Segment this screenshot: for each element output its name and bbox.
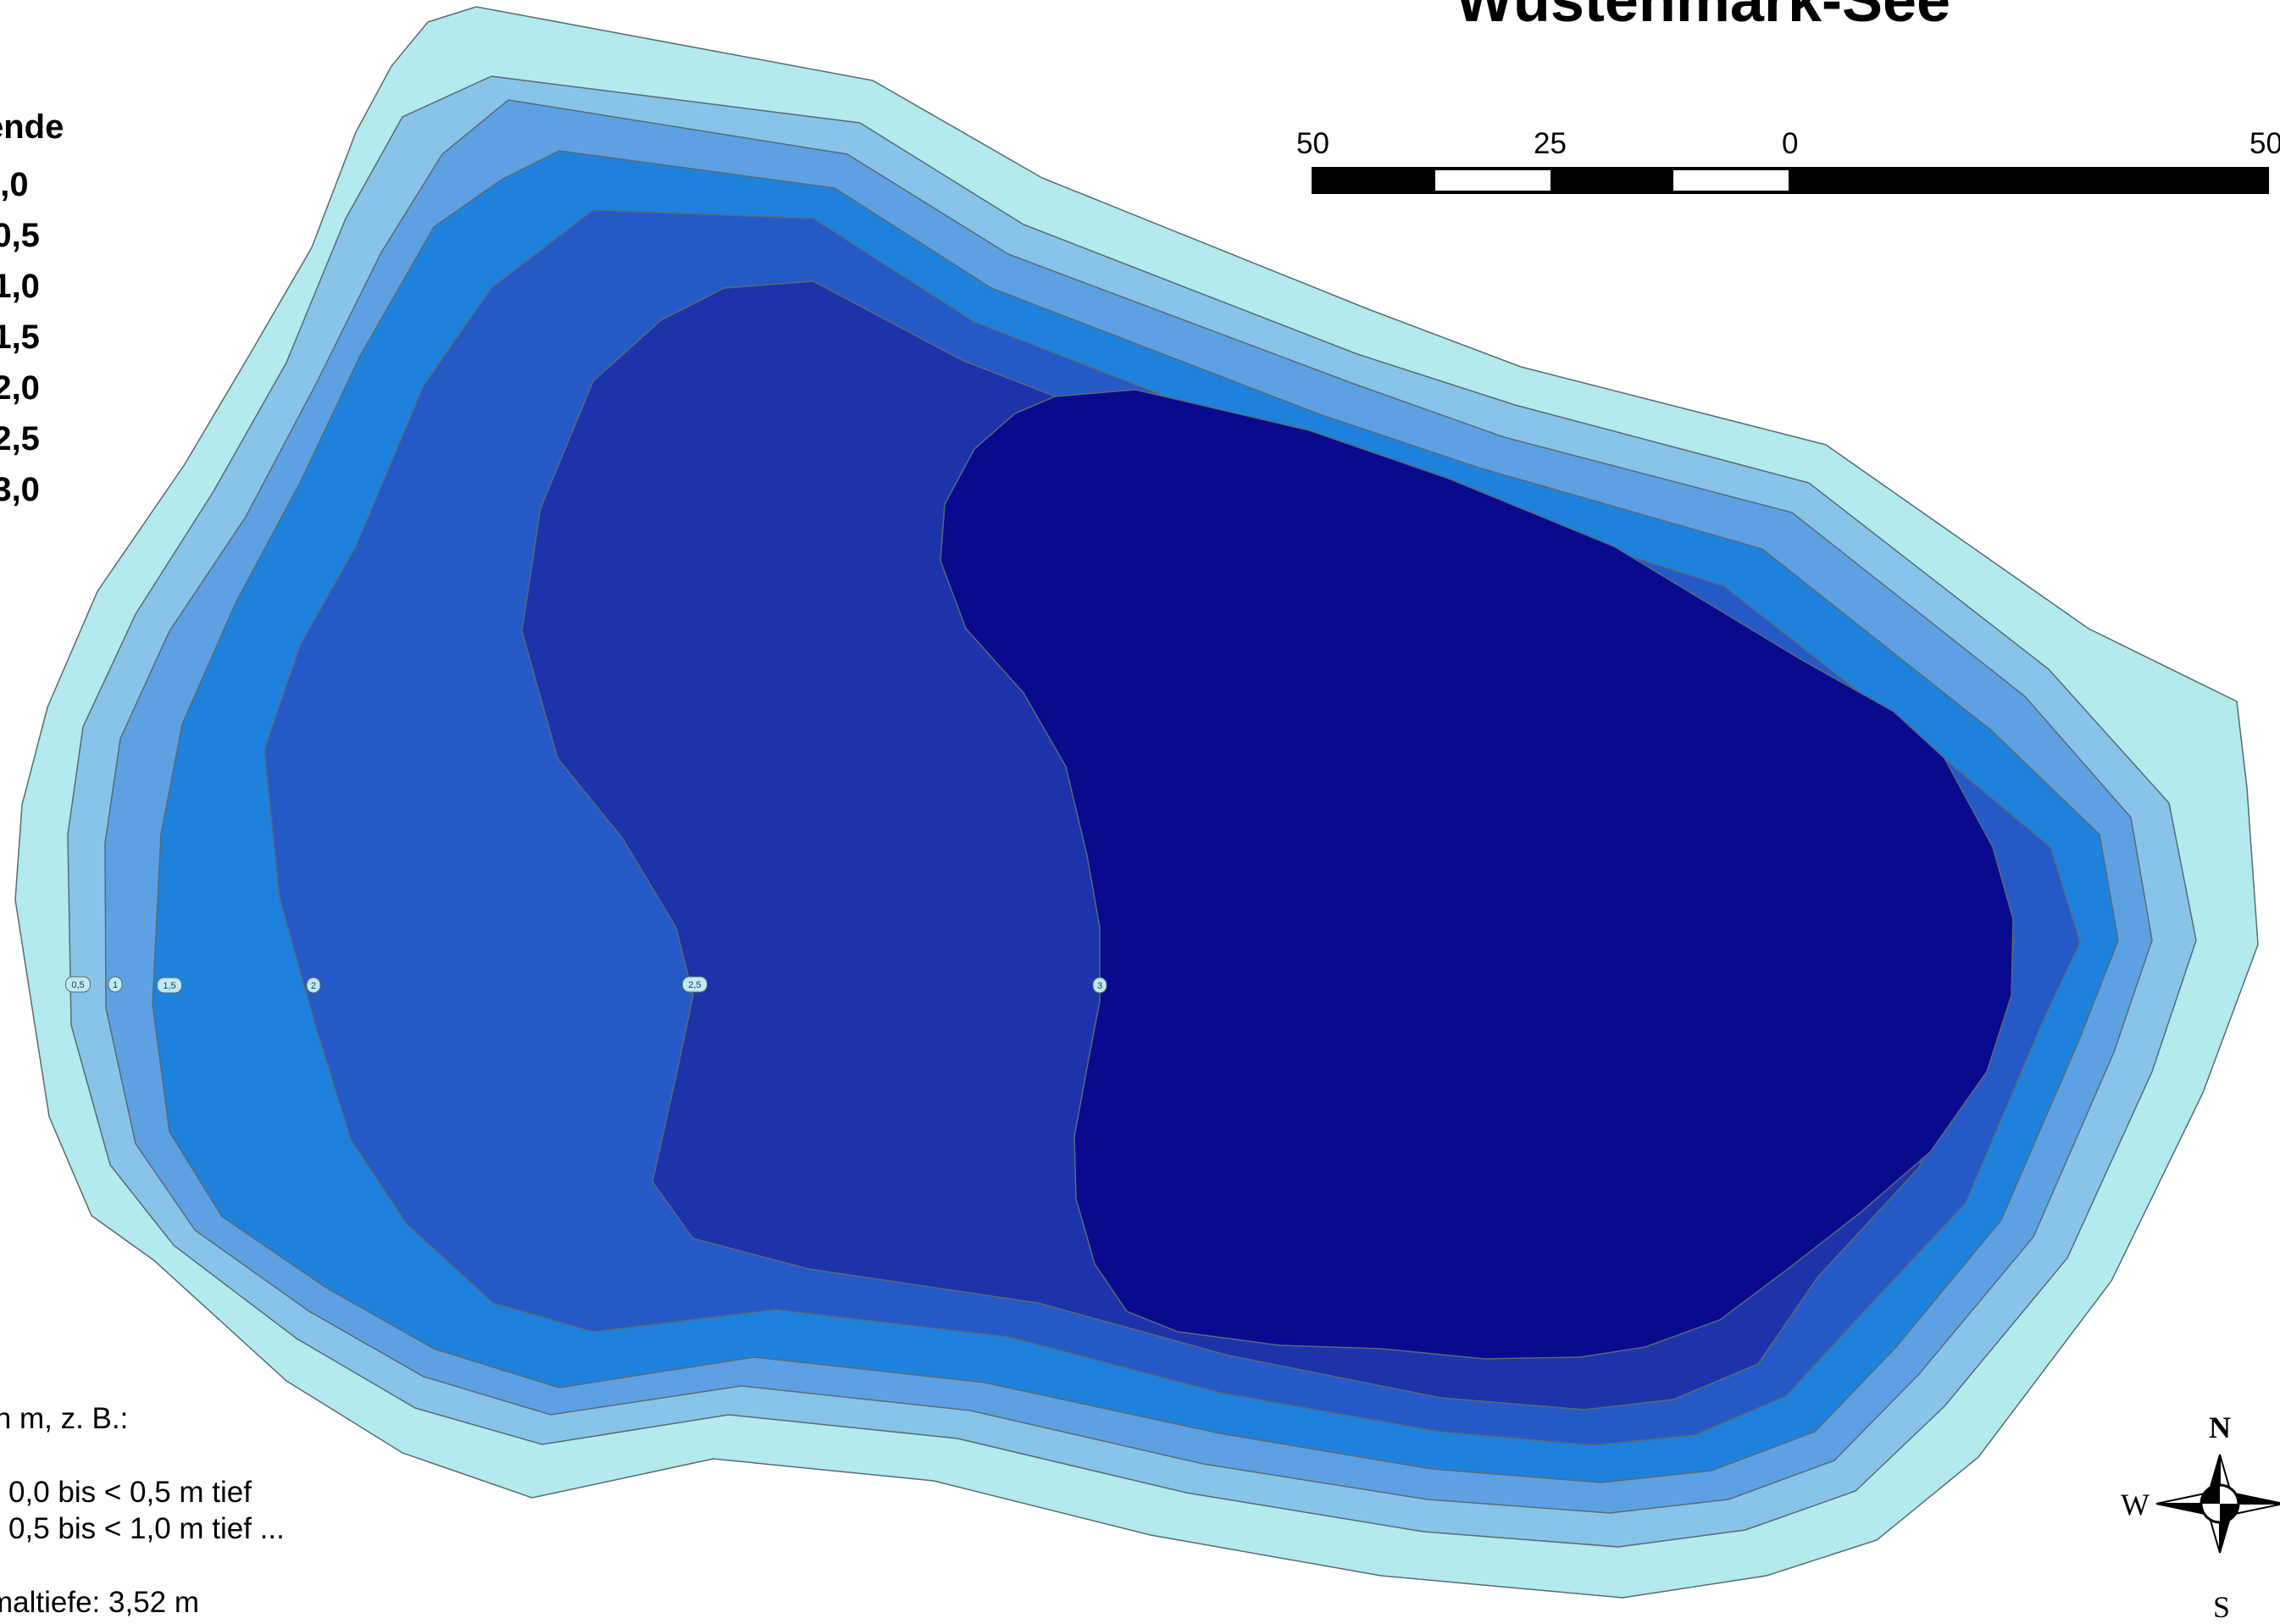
scale-label-right: 50 xyxy=(2249,127,2280,160)
legend-item-5: -2,5 xyxy=(0,420,40,457)
legend-item-0: 0,0 xyxy=(0,166,29,203)
note-unit: in m, z. B.: xyxy=(0,1402,129,1435)
legend-item-6: -3,0 xyxy=(0,471,40,508)
compass-rose: N W S xyxy=(2121,1411,2280,1624)
note-max-depth: maltiefe: 3,52 m xyxy=(0,1586,199,1619)
map-title: Wüstenmark-See xyxy=(1455,0,1951,35)
scale-label-0: 0 xyxy=(1782,127,1799,160)
contour-label-4: 2,5 xyxy=(682,976,707,993)
note-example-1: 0,0 bis < 0,5 m tief xyxy=(8,1476,252,1509)
contour-label-1: 1 xyxy=(108,976,123,993)
compass-s: S xyxy=(2213,1590,2230,1624)
legend-item-1: -0,5 xyxy=(0,217,40,254)
legend-item-3: -1,5 xyxy=(0,319,40,356)
svg-text:2,5: 2,5 xyxy=(688,980,701,990)
contour-label-5: 3 xyxy=(1092,977,1107,994)
contour-label-0: 0,5 xyxy=(65,976,91,993)
svg-text:0,5: 0,5 xyxy=(71,980,84,990)
scale-label-left: 50 xyxy=(1296,127,1329,160)
compass-w: W xyxy=(2121,1488,2150,1521)
contour-label-3: 2 xyxy=(306,977,321,994)
svg-text:3: 3 xyxy=(1097,981,1102,991)
legend-item-2: -1,0 xyxy=(0,268,40,305)
svg-text:1: 1 xyxy=(113,980,118,990)
depth-zone-3.0-plus xyxy=(940,389,2014,1360)
note-example-2: 0,5 bis < 1,0 m tief ... xyxy=(8,1512,285,1545)
contour-label-2: 1,5 xyxy=(157,977,182,994)
legend-item-4: -2,0 xyxy=(0,369,40,407)
svg-text:2: 2 xyxy=(311,981,316,991)
svg-text:1,5: 1,5 xyxy=(163,981,175,991)
scale-label-25: 25 xyxy=(1534,127,1567,160)
scale-bar xyxy=(1312,167,2269,194)
compass-n: N xyxy=(2209,1411,2231,1444)
